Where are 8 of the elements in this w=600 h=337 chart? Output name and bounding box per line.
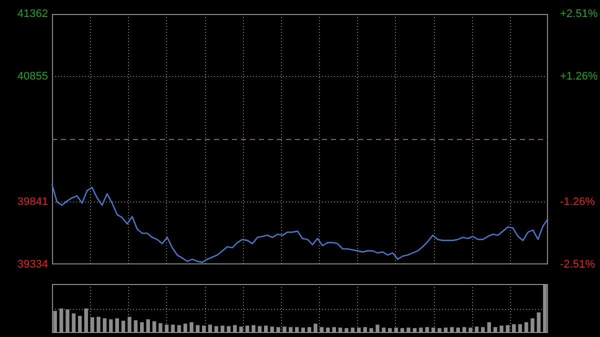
y2-tick-label: -2.51% <box>560 258 596 270</box>
y-tick-label: 39334 <box>17 258 48 270</box>
y2-tick-label: +2.51% <box>560 8 598 20</box>
y2-tick-label: +1.26% <box>560 70 598 82</box>
y-tick-label: 39841 <box>17 196 48 208</box>
y-tick-label: 40855 <box>17 70 48 83</box>
y2-tick-label: -1.26% <box>560 196 596 208</box>
y-tick-label: 41362 <box>17 8 48 20</box>
